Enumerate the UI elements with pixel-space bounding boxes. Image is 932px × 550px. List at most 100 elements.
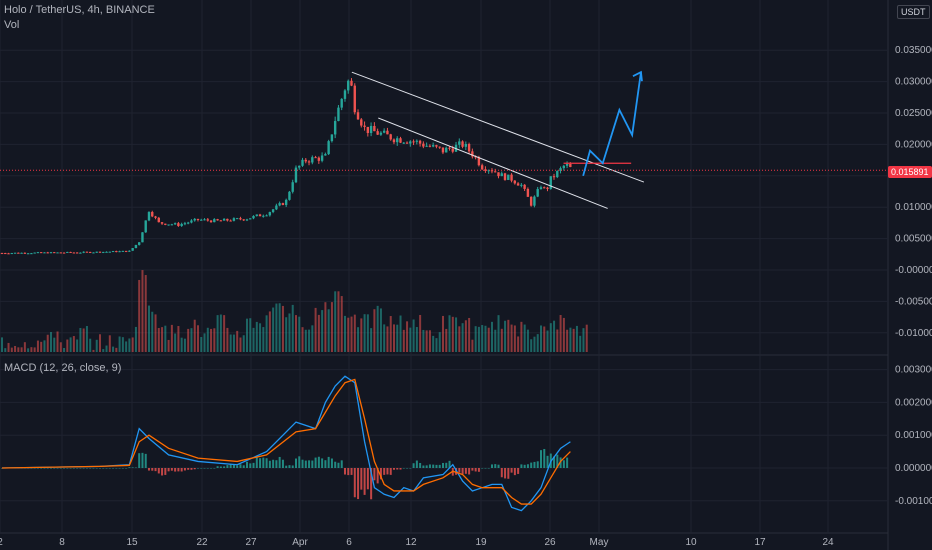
macd-histogram-bar bbox=[481, 468, 484, 469]
candle-body bbox=[569, 163, 572, 168]
volume-bar bbox=[226, 327, 229, 352]
candle-body bbox=[520, 184, 523, 186]
candle-body bbox=[533, 196, 536, 206]
candle-body bbox=[219, 220, 223, 222]
volume-bar bbox=[536, 334, 539, 352]
volume-bar bbox=[108, 335, 111, 352]
candle-body bbox=[88, 251, 92, 253]
candle-body bbox=[53, 252, 56, 254]
macd-histogram-bar bbox=[559, 457, 562, 468]
candle-body bbox=[484, 169, 487, 171]
macd-histogram-bar bbox=[301, 459, 304, 468]
candle-body bbox=[389, 134, 392, 140]
time-tick-label: 2 bbox=[0, 537, 3, 548]
volume-bar bbox=[379, 308, 382, 352]
volume-bar bbox=[497, 315, 500, 352]
macd-histogram-bar bbox=[206, 468, 209, 469]
macd-histogram-bar bbox=[249, 463, 252, 468]
volume-bar bbox=[389, 316, 392, 352]
volume-bar bbox=[562, 317, 565, 352]
macd-histogram-bar bbox=[389, 468, 392, 475]
volume-bar bbox=[134, 326, 137, 352]
macd-histogram-bar bbox=[295, 458, 297, 468]
volume-bar bbox=[481, 325, 484, 352]
candle-body bbox=[265, 215, 268, 217]
candle-body bbox=[350, 80, 353, 86]
candle-body bbox=[294, 167, 298, 183]
candle-body bbox=[494, 171, 497, 173]
macd-histogram-bar bbox=[497, 464, 500, 468]
volume-bar bbox=[268, 311, 271, 352]
macd-histogram-bar bbox=[72, 468, 75, 469]
candle-body bbox=[255, 214, 258, 216]
candle-body bbox=[160, 222, 164, 224]
macd-histogram-bar bbox=[442, 462, 444, 468]
volume-bar bbox=[20, 347, 23, 352]
candle-body bbox=[409, 141, 412, 144]
volume-bar bbox=[340, 296, 343, 352]
macd-histogram-bar bbox=[393, 468, 395, 470]
volume-bar bbox=[507, 319, 510, 352]
macd-histogram-bar bbox=[445, 462, 448, 468]
macd-histogram-bar bbox=[1, 468, 3, 469]
macd-histogram-bar bbox=[242, 465, 245, 468]
macd-histogram-bar bbox=[95, 468, 98, 469]
volume-bar bbox=[517, 336, 520, 352]
volume-bar bbox=[477, 326, 480, 352]
macd-histogram-bar bbox=[308, 460, 311, 468]
candle-body bbox=[252, 215, 255, 219]
candle-body bbox=[503, 173, 507, 180]
candle-body bbox=[340, 98, 343, 108]
volume-bar bbox=[530, 339, 533, 352]
volume-bar bbox=[174, 333, 177, 352]
candle-body bbox=[291, 182, 294, 192]
volume-bar bbox=[180, 337, 183, 352]
macd-histogram-bar bbox=[288, 465, 291, 468]
volume-bar bbox=[72, 336, 75, 352]
candle-body bbox=[438, 146, 441, 148]
candle-body bbox=[164, 223, 167, 225]
candle-body bbox=[451, 148, 454, 152]
time-axis[interactable]: 2 8 15 22 27 Apr 6 12 19 26 May 10 17 24 bbox=[0, 537, 834, 548]
macd-histogram-bar bbox=[79, 468, 82, 469]
currency-badge[interactable]: USDT bbox=[897, 5, 930, 19]
candle-body bbox=[415, 140, 419, 142]
macd-histogram-bar bbox=[461, 468, 464, 475]
macd-histogram-bar bbox=[170, 468, 173, 471]
signal-line bbox=[1, 378, 571, 505]
volume-bar bbox=[76, 339, 79, 352]
macd-histogram-bar bbox=[291, 465, 294, 468]
candle-body bbox=[500, 173, 503, 177]
candle-body bbox=[151, 212, 154, 217]
volume-bar bbox=[85, 326, 88, 352]
macd-histogram-bar bbox=[491, 464, 493, 468]
candle-body bbox=[124, 250, 128, 252]
time-tick-label: 17 bbox=[754, 537, 766, 548]
volume-bar bbox=[177, 326, 180, 352]
volume-bar bbox=[383, 324, 386, 352]
macd-histogram-bar bbox=[363, 468, 366, 495]
volume-bar bbox=[357, 327, 360, 352]
candle-body bbox=[108, 251, 111, 253]
candle-body bbox=[327, 141, 330, 155]
candle-body bbox=[157, 217, 160, 223]
volume-label[interactable]: Vol bbox=[4, 19, 20, 31]
macd-histogram-bar bbox=[317, 456, 320, 468]
macd-histogram-bar bbox=[324, 460, 327, 468]
candle-body bbox=[330, 134, 334, 142]
macd-histogram-bar bbox=[484, 468, 487, 469]
volume-bar bbox=[334, 291, 337, 352]
time-tick-label: 15 bbox=[126, 537, 138, 548]
macd-histogram-bar bbox=[63, 468, 66, 469]
symbol-title[interactable]: Holo / TetherUS, 4h, BINANCE bbox=[4, 4, 155, 16]
macd-legend[interactable]: MACD (12, 26, close, 9) bbox=[4, 362, 122, 374]
candle-body bbox=[458, 141, 461, 145]
macd-histogram-bar bbox=[164, 468, 167, 475]
volume-bar bbox=[112, 346, 115, 352]
candle-body bbox=[441, 147, 445, 153]
candle-body bbox=[82, 251, 85, 253]
